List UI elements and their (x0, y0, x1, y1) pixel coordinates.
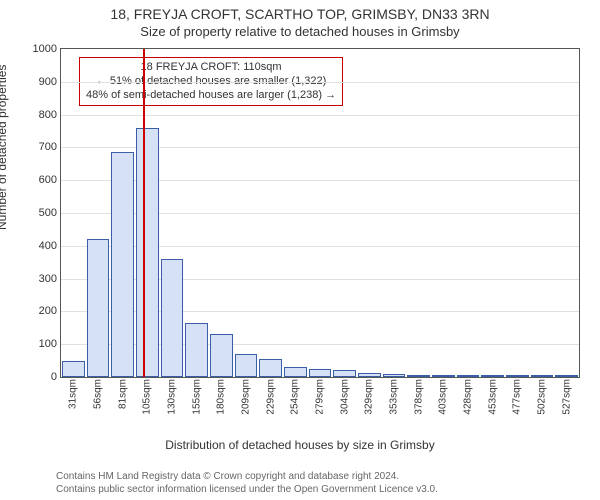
x-tick-label: 279sqm (315, 379, 326, 415)
property-marker-line (143, 49, 145, 377)
x-tick-label: 353sqm (389, 379, 400, 415)
x-axis-label: Distribution of detached houses by size … (0, 438, 600, 452)
y-tick-label: 600 (39, 174, 57, 186)
x-tick-label: 31sqm (68, 379, 79, 409)
x-tick-label: 502sqm (537, 379, 548, 415)
y-tick-label: 300 (39, 273, 57, 285)
histogram-bar (481, 375, 504, 377)
x-tick-label: 209sqm (241, 379, 252, 415)
x-tick-label: 428sqm (463, 379, 474, 415)
x-tick-label: 378sqm (413, 379, 424, 415)
x-tick-label: 254sqm (290, 379, 301, 415)
histogram-bar (185, 323, 208, 377)
histogram-bar (87, 239, 110, 377)
y-tick-label: 100 (39, 338, 57, 350)
x-tick-label: 81sqm (117, 379, 128, 409)
histogram-bar (333, 370, 356, 377)
y-tick-label: 500 (39, 207, 57, 219)
histogram-bar (62, 361, 85, 377)
x-tick-label: 180sqm (216, 379, 227, 415)
histogram-bar (457, 375, 480, 377)
y-tick-label: 200 (39, 305, 57, 317)
histogram-bar (383, 374, 406, 377)
histogram-bar (136, 128, 159, 377)
x-tick-label: 329sqm (364, 379, 375, 415)
y-axis-label: Number of detached properties (0, 65, 9, 230)
page-title-address: 18, FREYJA CROFT, SCARTHO TOP, GRIMSBY, … (0, 6, 600, 22)
histogram-bar (432, 375, 455, 377)
histogram-bar (284, 367, 307, 377)
histogram-bar (111, 152, 134, 377)
histogram-bar (358, 373, 381, 377)
footnote-line-1: Contains HM Land Registry data © Crown c… (56, 471, 438, 484)
histogram-bar (506, 375, 529, 377)
footnote-line-2: Contains public sector information licen… (56, 484, 438, 497)
page-subtitle: Size of property relative to detached ho… (0, 24, 600, 39)
histogram-bar (259, 359, 282, 377)
gridline (61, 82, 579, 83)
y-tick-label: 900 (39, 76, 57, 88)
y-tick-label: 700 (39, 141, 57, 153)
x-tick-label: 477sqm (512, 379, 523, 415)
histogram-bar (235, 354, 258, 377)
histogram-bar (531, 375, 554, 377)
annotation-line-3: 48% of semi-detached houses are larger (… (86, 89, 336, 103)
x-tick-label: 105sqm (142, 379, 153, 415)
x-tick-label: 56sqm (93, 379, 104, 409)
x-tick-label: 155sqm (191, 379, 202, 415)
x-tick-label: 304sqm (339, 379, 350, 415)
x-tick-label: 130sqm (167, 379, 178, 415)
histogram-bar (210, 334, 233, 377)
copyright-footnote: Contains HM Land Registry data © Crown c… (56, 471, 438, 496)
y-tick-label: 0 (51, 371, 57, 383)
x-tick-label: 229sqm (265, 379, 276, 415)
histogram-bar (309, 369, 332, 377)
histogram-bar (555, 375, 578, 377)
annotation-line-1: 18 FREYJA CROFT: 110sqm (86, 61, 336, 75)
x-tick-label: 453sqm (487, 379, 498, 415)
y-tick-label: 1000 (33, 43, 57, 55)
histogram-bar (407, 375, 430, 377)
gridline (61, 115, 579, 116)
x-tick-label: 527sqm (561, 379, 572, 415)
histogram-bar (161, 259, 184, 377)
y-tick-label: 800 (39, 109, 57, 121)
x-tick-label: 403sqm (438, 379, 449, 415)
y-tick-label: 400 (39, 240, 57, 252)
histogram-plot-area: 18 FREYJA CROFT: 110sqm ← 51% of detache… (60, 48, 580, 378)
